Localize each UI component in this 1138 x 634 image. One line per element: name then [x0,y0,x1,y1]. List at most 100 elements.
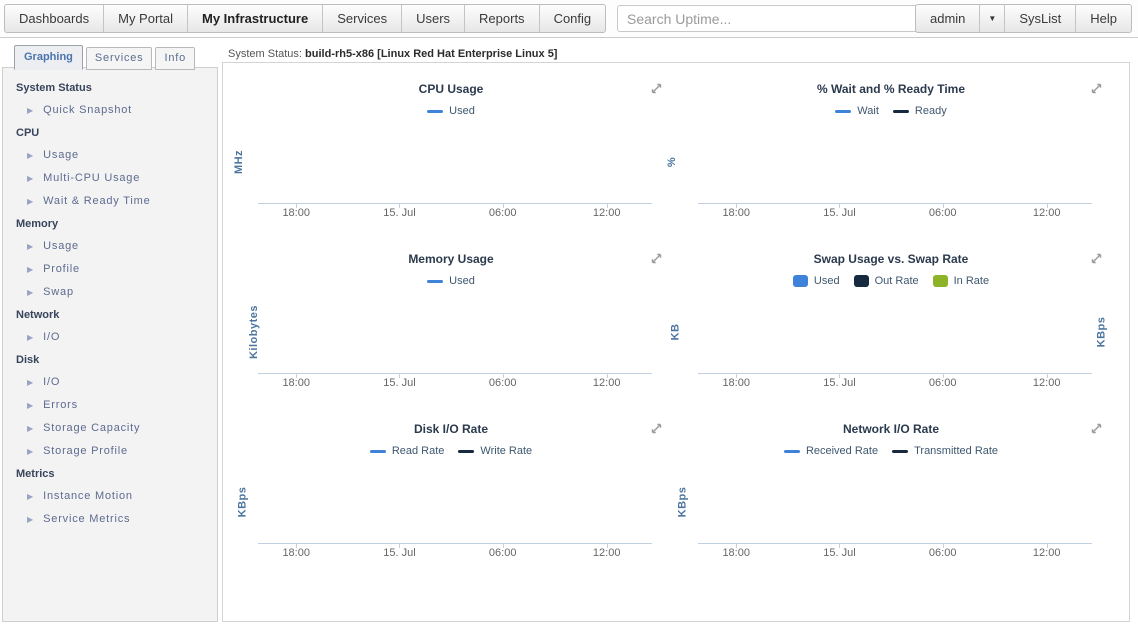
chart-title: Memory Usage [408,252,494,266]
sidebar-section-system-status: System Status [16,82,92,94]
x-tick-label: 15. Jul [823,547,856,559]
x-tick-label: 06:00 [928,547,957,559]
legend-item[interactable]: In Rate [932,275,990,287]
legend-item[interactable]: Write Rate [458,445,532,457]
chart-swap-usage-rate: Swap Usage vs. Swap Rate Used Out Rate I… [669,246,1109,408]
legend-box-swatch [792,275,808,287]
expand-icon[interactable] [1090,252,1103,265]
tick-mark [942,373,944,378]
legend-item[interactable]: Out Rate [853,275,919,287]
tick-mark [296,543,298,548]
x-axis-line [258,373,652,378]
sidebar-item-instance-motion[interactable]: ▶ Instance Motion [16,485,211,508]
arrow-right-icon: ▶ [27,288,34,297]
expand-icon[interactable] [650,82,663,95]
sidebar-section-metrics: Metrics [16,468,55,480]
x-axis-labels: 18:00 15. Jul 06:00 12:00 [698,377,1092,391]
x-axis-labels: 18:00 15. Jul 06:00 12:00 [258,547,652,561]
plot-area: KBps [233,460,669,548]
nav-reports[interactable]: Reports [465,5,540,32]
nav-my-infrastructure[interactable]: My Infrastructure [188,5,324,32]
sidebar-item-wait-ready-time[interactable]: ▶ Wait & Ready Time [16,190,211,213]
sidebar-item-multi-cpu-usage[interactable]: ▶ Multi-CPU Usage [16,167,211,190]
tick-mark [502,543,504,548]
legend-item[interactable]: Ready [892,105,947,117]
legend-item[interactable]: Received Rate [783,445,878,457]
user-menu-caret-button[interactable]: ▼ [980,5,1006,32]
y-axis-title: MHz [233,149,246,175]
sidebar-item-storage-capacity[interactable]: ▶ Storage Capacity [16,417,211,440]
plot-area: KB KBps [669,290,1109,378]
sidebar-section-memory: Memory [16,218,59,230]
tick-mark [839,203,841,208]
legend-item[interactable]: Transmitted Rate [892,445,998,457]
tab-info[interactable]: Info [155,47,196,70]
sidebar-item-quick-snapshot[interactable]: ▶ Quick Snapshot [16,99,211,122]
chart-network-io-rate: Network I/O Rate Received Rate Transmitt… [673,416,1109,578]
sidebar-item-swap[interactable]: ▶ Swap [16,281,211,304]
tick-mark [942,203,944,208]
expand-icon[interactable] [650,422,663,435]
arrow-right-icon: ▶ [27,492,34,501]
search-input[interactable] [617,5,929,32]
sidebar-item-disk-io[interactable]: ▶ I/O [16,371,211,394]
tick-mark [606,543,608,548]
chart-title: CPU Usage [418,82,484,96]
legend-line-swatch [427,279,444,283]
legend-item[interactable]: Wait [835,105,879,117]
legend-item[interactable]: Read Rate [369,445,444,457]
chart-title: Disk I/O Rate [413,422,489,436]
tab-services[interactable]: Services [85,47,153,70]
legend-label: Wait [857,105,879,117]
help-button[interactable]: Help [1090,11,1117,26]
legend-line-swatch [783,449,800,453]
sidebar-item-label: Instance Motion [43,490,133,502]
sidebar-item-label: Storage Profile [43,445,128,457]
tick-mark [736,203,738,208]
legend-item[interactable]: Used [792,275,840,287]
x-tick-label: 12:00 [592,377,621,389]
nav-dashboards[interactable]: Dashboards [5,5,105,32]
tick-mark [606,203,608,208]
legend-line-swatch [427,109,444,113]
nav-my-portal[interactable]: My Portal [104,5,189,32]
x-tick-label: 06:00 [488,377,517,389]
syslist-button[interactable]: SysList [1005,5,1077,32]
charts-panel: CPU Usage Used MHz 18:00 15. Jul 06:00 1… [222,62,1130,622]
x-tick-label: 12:00 [1032,207,1061,219]
nav-services[interactable]: Services [323,5,403,32]
expand-icon[interactable] [650,252,663,265]
legend-item[interactable]: Used [427,105,475,117]
arrow-right-icon: ▶ [27,242,34,251]
legend-line-swatch [369,449,386,453]
legend-label: Out Rate [874,275,919,287]
x-tick-label: 15. Jul [383,547,416,559]
legend-label: In Rate [953,275,990,287]
expand-icon[interactable] [1090,422,1103,435]
sidebar-item-storage-profile[interactable]: ▶ Storage Profile [16,440,211,463]
chart-legend: Received Rate Transmitted Rate [673,444,1109,458]
expand-icon[interactable] [1090,82,1103,95]
x-tick-label: 18:00 [282,547,310,559]
sidebar-section-disk: Disk [16,354,40,366]
sidebar-item-memory-profile[interactable]: ▶ Profile [16,258,211,281]
legend-item[interactable]: Used [427,275,475,287]
sidebar-item-disk-errors[interactable]: ▶ Errors [16,394,211,417]
tick-mark [502,203,504,208]
legend-line-swatch [458,449,475,453]
sidebar-item-memory-usage[interactable]: ▶ Usage [16,235,211,258]
legend-line-swatch [835,109,852,113]
nav-config[interactable]: Config [553,11,592,26]
tab-graphing[interactable]: Graphing [14,45,83,70]
sidebar-item-service-metrics[interactable]: ▶ Service Metrics [16,508,211,531]
legend-box-swatch [853,275,869,287]
sidebar-item-cpu-usage[interactable]: ▶ Usage [16,144,211,167]
sidebar-item-network-io[interactable]: ▶ I/O [16,326,211,349]
sidebar-item-label: Swap [43,286,74,298]
x-tick-label: 15. Jul [383,207,416,219]
x-tick-label: 06:00 [488,207,517,219]
sidebar-section-cpu: CPU [16,127,40,139]
nav-users[interactable]: Users [402,5,466,32]
sidebar-item-label: I/O [43,376,61,388]
user-menu-button[interactable]: admin [916,5,981,32]
